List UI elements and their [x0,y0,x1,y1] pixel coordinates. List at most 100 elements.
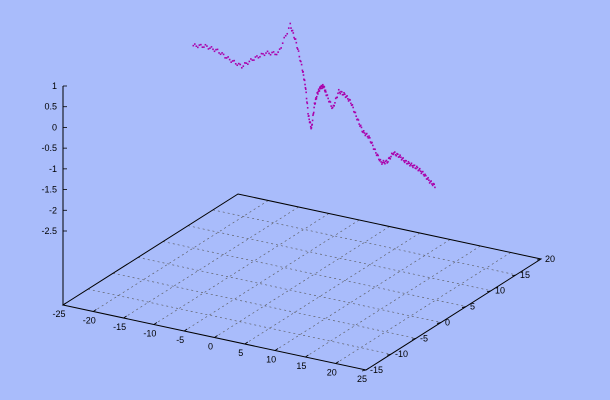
data-point [301,69,304,72]
data-point [427,176,429,179]
z-tick-label: -1 [49,164,57,174]
y-tick-label: 10 [495,286,505,296]
data-point [327,97,329,100]
data-point [306,107,309,109]
y-tick-label: -5 [420,333,428,343]
y-tick-label: -10 [395,349,408,359]
data-point [339,92,342,95]
data-point [400,159,403,161]
grid-line-x [244,232,420,345]
x-tick-mark [274,348,279,351]
data-point [207,48,210,50]
grid-line-y [112,272,417,339]
data-point [302,71,304,73]
data-point [368,135,370,137]
z-tick-label: 0.5 [44,102,57,112]
data-point [248,60,251,63]
data-point [209,47,211,49]
data-point [286,32,289,35]
data-point [393,151,396,153]
data-point [212,48,214,51]
data-point [260,52,263,55]
data-point [263,54,266,57]
data-point [354,111,357,114]
data-point [324,89,327,92]
data-point [231,60,234,62]
data-point [369,141,372,143]
data-point [250,58,252,60]
data-point [346,95,348,97]
x-tick-label: 25 [357,374,367,384]
z-tick-label: -1.5 [41,185,57,195]
data-point [394,154,397,156]
data-point [271,51,273,54]
x-tick-label: 0 [208,342,213,352]
data-point [333,104,335,107]
data-point [413,164,416,167]
data-point [206,45,208,47]
data-point [395,154,398,157]
data-point [319,86,321,88]
data-point [415,167,417,170]
data-point [240,66,243,69]
data-point [300,63,303,66]
data-point [337,92,339,95]
data-point [323,86,326,88]
data-points [192,22,436,189]
y-tick-mark [386,353,392,356]
data-point [192,44,195,47]
data-point [305,97,308,100]
data-point [388,156,391,159]
data-point [315,98,318,100]
data-point [304,83,306,86]
data-point [368,137,371,139]
grid-line-y [187,225,492,292]
data-point [291,29,294,32]
data-point [347,100,350,102]
data-point [405,159,407,162]
data-point [203,46,205,48]
data-point [428,179,430,181]
data-point [397,153,399,156]
data-point [392,153,395,156]
data-point [297,48,299,50]
z-tick-label: 0 [52,122,57,132]
data-point [268,52,270,55]
data-point [299,59,301,62]
data-point [213,50,216,53]
x-tick-mark [335,361,339,364]
y-tick-mark [511,274,517,277]
data-point [309,121,312,124]
data-point [350,102,352,105]
data-point [334,102,336,104]
grid-line-x [123,206,299,319]
data-point [406,162,409,165]
data-point [422,173,425,176]
data-point [287,27,290,29]
data-point [200,43,202,46]
data-point [274,53,276,56]
data-point [194,43,196,45]
data-point [216,48,219,51]
data-point [359,124,362,127]
data-point [277,51,279,53]
y-tick-mark [411,337,417,340]
data-point [378,158,380,161]
data-point [234,62,237,65]
data-point [304,88,307,90]
data-point [347,98,349,100]
data-point [428,182,431,184]
grid-line-x [214,226,390,338]
data-point [297,50,300,52]
data-point [362,131,364,134]
data-point [382,159,385,162]
data-point [372,144,374,147]
data-point [198,44,201,46]
data-point [272,51,275,53]
data-point [362,130,365,132]
data-point [433,183,435,186]
x-tick-mark [62,302,67,306]
data-point [314,102,317,105]
data-point [352,106,354,109]
data-point [425,174,427,177]
